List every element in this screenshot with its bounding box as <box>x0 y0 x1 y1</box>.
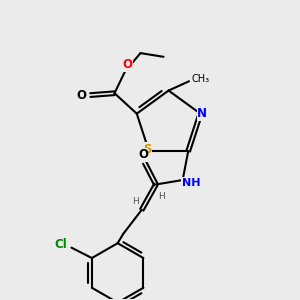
Text: S: S <box>143 143 151 156</box>
Text: O: O <box>76 88 86 102</box>
Text: O: O <box>138 148 148 161</box>
Text: O: O <box>122 58 133 71</box>
Text: Cl: Cl <box>54 238 67 251</box>
Text: N: N <box>197 107 207 120</box>
Text: CH₃: CH₃ <box>192 74 210 84</box>
Text: H: H <box>158 192 165 201</box>
Text: H: H <box>132 197 139 206</box>
Text: NH: NH <box>182 178 200 188</box>
